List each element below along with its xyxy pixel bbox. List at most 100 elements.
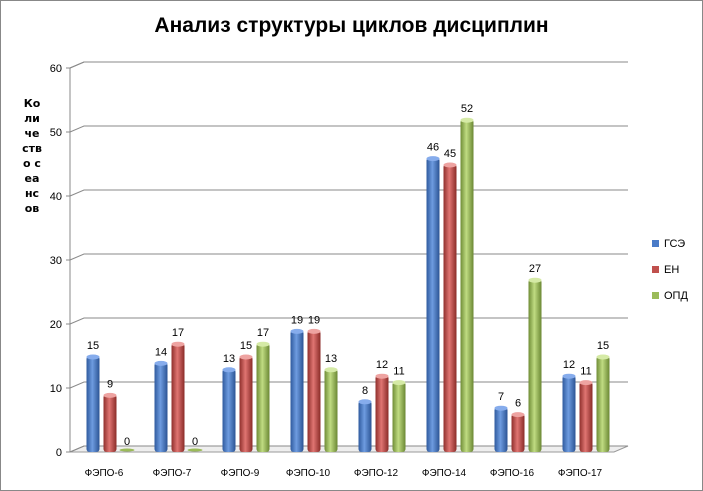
bar-top [596, 354, 610, 360]
data-label: 12 [563, 359, 575, 371]
data-label: 7 [498, 391, 504, 403]
bar-top [239, 354, 253, 360]
bar-top [103, 392, 117, 398]
bar [392, 381, 406, 452]
data-label: 17 [172, 327, 184, 339]
bar-top [290, 328, 304, 334]
data-labels: 15 9 0 14 17 0 13 15 17 19 19 13 8 12 11 46 45 52 76 27 12 11… [87, 103, 609, 448]
gridline [69, 253, 628, 261]
data-label: 17 [257, 327, 269, 339]
bar-top [426, 156, 440, 162]
bar [562, 375, 576, 452]
legend-label: ОПД [664, 289, 688, 302]
legend-item: ОПД [652, 289, 688, 302]
floor [69, 445, 629, 453]
bar [239, 356, 253, 452]
data-label: 15 [87, 340, 99, 352]
bar-top [154, 360, 168, 366]
x-tick-label: ФЭПО-12 [354, 468, 399, 479]
bar [290, 330, 304, 452]
data-label: 15 [240, 340, 252, 352]
data-label: 12 [376, 359, 388, 371]
bar-top [171, 341, 185, 347]
x-tick-label: ФЭПО-6 [85, 468, 124, 479]
bar [103, 394, 117, 452]
data-label: 13 [223, 353, 235, 365]
data-label: 45 [444, 148, 456, 160]
gridline [69, 61, 628, 69]
legend-swatch [652, 240, 659, 247]
gridline [69, 381, 628, 389]
legend-swatch [652, 266, 659, 273]
gridline [69, 189, 628, 197]
legend-label: ЕН [664, 263, 680, 276]
gridline [69, 125, 628, 133]
bar [358, 400, 372, 452]
bar-top [511, 412, 525, 418]
bar [579, 381, 593, 452]
grid [66, 61, 629, 453]
data-label: 19 [308, 314, 320, 326]
data-label: 11 [580, 366, 591, 378]
bar-top [460, 117, 474, 123]
legend-item: ЕН [652, 263, 688, 276]
data-label: 52 [461, 103, 473, 115]
data-label: 8 [362, 385, 368, 397]
x-tick-label: ФЭПО-14 [422, 468, 467, 479]
bar [154, 362, 168, 452]
x-tick-label: ФЭПО-7 [153, 468, 192, 479]
legend-label: ГСЭ [664, 237, 686, 250]
bar-top [375, 373, 389, 379]
bar-top [562, 373, 576, 379]
bar [375, 375, 389, 452]
legend: ГСЭ ЕН ОПД [652, 237, 688, 315]
data-label: 11 [393, 366, 404, 378]
x-tick-label: ФЭПО-17 [558, 468, 603, 479]
data-label: 46 [427, 142, 439, 154]
legend-item: ГСЭ [652, 237, 688, 250]
bar-top [256, 341, 270, 347]
data-label: 0 [192, 436, 198, 448]
x-tick-label: ФЭПО-9 [221, 468, 260, 479]
bar [596, 356, 610, 452]
bar [171, 343, 185, 452]
data-label: 19 [291, 314, 303, 326]
y-tick-label: 40 [50, 191, 62, 203]
data-label: 6 [515, 398, 521, 410]
bar [307, 330, 321, 452]
x-tick-label: ФЭПО-16 [490, 468, 535, 479]
data-label: 27 [529, 263, 541, 275]
x-tick-label: ФЭПО-10 [286, 468, 331, 479]
y-axis-label: Количество сеансов [22, 97, 42, 215]
bar-top [528, 277, 542, 283]
y-tick-label: 0 [56, 447, 62, 459]
data-label: 13 [325, 353, 337, 365]
bar-top [86, 354, 100, 360]
bar [443, 164, 457, 452]
bar-top [443, 162, 457, 168]
bar-top [392, 380, 406, 386]
bar [494, 407, 508, 452]
bar [86, 356, 100, 452]
legend-swatch [652, 292, 659, 299]
bar [187, 448, 203, 452]
bars [86, 117, 610, 452]
bar-top [222, 367, 236, 373]
data-label: 9 [107, 378, 113, 390]
y-tick-label: 20 [50, 319, 62, 331]
bar [324, 368, 338, 452]
bar [426, 157, 440, 452]
bar [528, 279, 542, 452]
bar-top [324, 367, 338, 373]
bar-top [307, 328, 321, 334]
gridline [69, 317, 628, 325]
bar [119, 448, 135, 452]
bar-top [494, 405, 508, 411]
bar [511, 413, 525, 452]
chart-title: Анализ структуры циклов дисциплин [154, 14, 549, 37]
data-label: 15 [597, 340, 609, 352]
bar [222, 368, 236, 452]
bar [460, 119, 474, 452]
